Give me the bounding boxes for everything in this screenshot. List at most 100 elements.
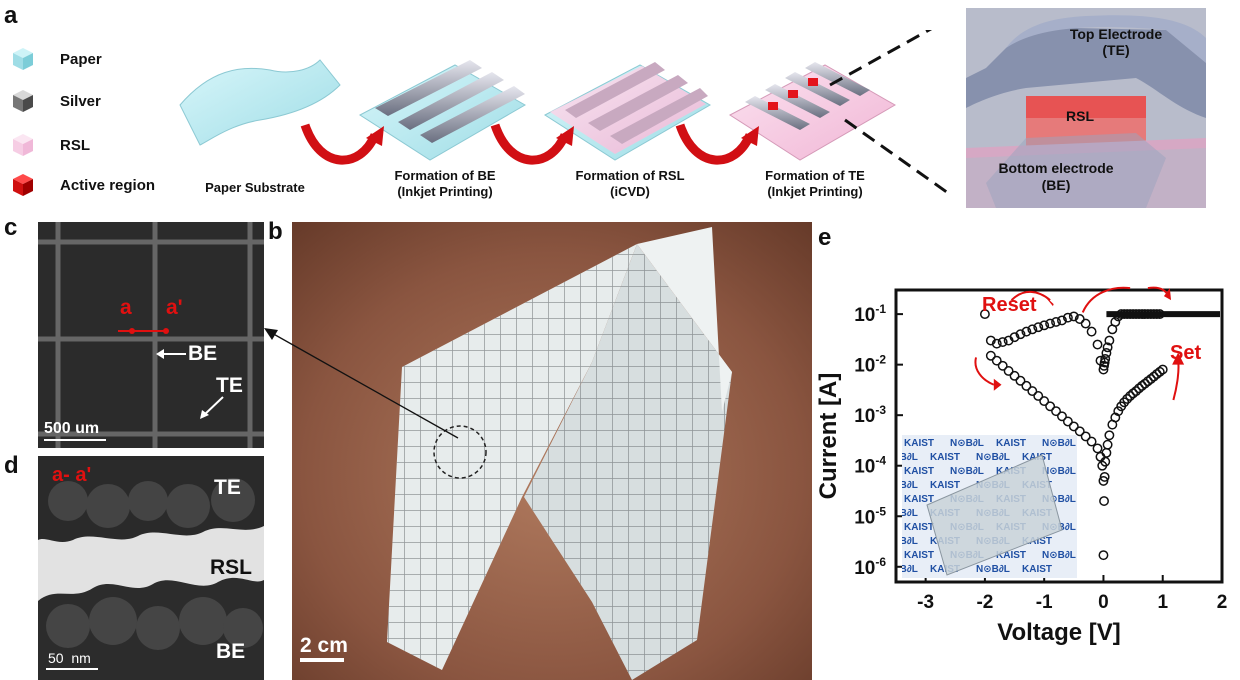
data-point xyxy=(1068,421,1079,432)
data-point xyxy=(1057,315,1067,326)
data-point xyxy=(1027,386,1038,397)
iv-chart-svg: -3 -2 -1 0 1 2 10-6 10-5 10-4 10-3 10-2 10-1 Voltage… xyxy=(815,286,1228,646)
data-point xyxy=(1027,324,1038,335)
step-line: Paper Substrate xyxy=(205,180,305,195)
data-point xyxy=(1045,318,1056,329)
data-point xyxy=(1137,380,1147,391)
data-point xyxy=(1003,335,1014,346)
te-label-line: Top Electrode xyxy=(1069,26,1163,42)
data-point xyxy=(1125,391,1136,401)
y-tick-label: 10-2 xyxy=(854,353,886,377)
arrow-set-head xyxy=(1172,352,1185,365)
scale-bar-label: 500 um xyxy=(44,420,100,437)
be-label-line: (BE) xyxy=(1041,177,1071,193)
inset-word: KAIST xyxy=(930,480,960,491)
arrow-top-right-2-head xyxy=(1163,288,1172,301)
data-point xyxy=(1097,460,1108,471)
data-point xyxy=(1098,364,1109,375)
data-point xyxy=(1099,496,1109,506)
data-point xyxy=(1102,342,1113,353)
sem-image-panel-c: a a' BE TE 500 um xyxy=(38,222,264,448)
y-tick-label: 10-5 xyxy=(854,504,886,528)
section-label: a- a' xyxy=(52,464,92,486)
arrow-reset-top-head xyxy=(1042,294,1054,307)
inset-word: KAIST xyxy=(904,466,934,477)
data-point xyxy=(1057,411,1067,422)
y-tick-label: 10-6 xyxy=(854,555,886,579)
data-point xyxy=(991,338,1002,349)
tem-cross-section-drawing xyxy=(38,456,264,680)
panel-a-label: a xyxy=(4,2,18,29)
inset-word: KAIST xyxy=(1022,536,1052,547)
data-point xyxy=(979,309,990,320)
data-point xyxy=(985,350,996,361)
step-line: Formation of BE xyxy=(394,168,496,183)
inset-word: KAIST xyxy=(904,522,934,533)
tem-be-label: BE xyxy=(216,640,246,663)
tem-te-label: TE xyxy=(214,476,241,499)
data-point xyxy=(1101,348,1112,358)
connector-arrow xyxy=(264,328,459,439)
data-point xyxy=(1039,396,1050,407)
data-point xyxy=(1157,364,1168,375)
arrow-set xyxy=(1172,360,1180,401)
cut-mark-a: a xyxy=(120,296,132,319)
data-point xyxy=(1095,451,1106,462)
data-point xyxy=(997,337,1008,347)
inset-word: N⊙B∂L xyxy=(902,508,918,519)
data-point xyxy=(1086,436,1097,447)
data-point xyxy=(1154,366,1165,377)
panel-c-label: c xyxy=(4,214,18,241)
y-tick-label: 10-3 xyxy=(854,403,886,427)
data-point xyxy=(1009,370,1020,381)
tem-rsl-label: RSL xyxy=(210,556,252,579)
step-line: (Inkjet Printing) xyxy=(767,184,863,199)
reset-annotation: Reset xyxy=(982,294,1037,316)
data-point xyxy=(1095,355,1106,366)
te-label: Top Electrode (TE) xyxy=(1041,26,1191,58)
data-point xyxy=(1139,378,1150,389)
inset-word: N⊙B∂L xyxy=(976,564,1010,575)
arrow-top-right xyxy=(1081,286,1131,313)
inset-word: KAIST xyxy=(930,452,960,463)
data-point xyxy=(985,335,996,346)
data-point xyxy=(1021,326,1032,337)
panel-e-label: e xyxy=(818,224,832,251)
inset-word: KAIST xyxy=(1022,564,1052,575)
plot-frame xyxy=(894,288,1224,584)
tem-image-panel-d: a- a' TE RSL BE 50 nm xyxy=(38,456,264,680)
inset-word: N⊙B∂L xyxy=(902,536,918,547)
data-point xyxy=(1148,371,1159,382)
x-tick-label: -1 xyxy=(1036,592,1053,613)
cut-mark-a-prime: a' xyxy=(166,296,183,319)
panel-b-label: b xyxy=(268,218,283,245)
rsl-stage-illustration xyxy=(544,62,712,161)
inset-word: N⊙B∂L xyxy=(902,564,918,575)
x-tick-label: 1 xyxy=(1157,592,1168,613)
data-point xyxy=(1015,375,1026,386)
photo-scale-label: 2 cm xyxy=(300,634,348,657)
tem-scale-label: 50 nm xyxy=(48,650,91,666)
legend-label: Silver xyxy=(60,93,101,110)
rsl-cube-icon xyxy=(13,134,33,156)
data-point xyxy=(1092,443,1103,454)
x-tick-label: 2 xyxy=(1217,592,1228,613)
be-annotation: BE xyxy=(188,342,218,365)
y-tick-label: 10-1 xyxy=(854,302,886,326)
data-point xyxy=(1098,550,1109,561)
inset-word: N⊙B∂L xyxy=(950,438,984,449)
x-tick-label: 0 xyxy=(1098,592,1109,613)
inset-word: N⊙B∂L xyxy=(902,480,918,491)
process-arrow-1 xyxy=(300,123,384,165)
process-arrow-3 xyxy=(675,123,759,165)
device-cross-section: Top Electrode (TE) RSL Bottom electrode … xyxy=(966,8,1206,208)
step-label-rsl: Formation of RSL (iCVD) xyxy=(550,168,710,200)
data-point xyxy=(1101,447,1112,458)
data-point xyxy=(1104,430,1115,441)
inset-word: KAIST xyxy=(904,494,934,505)
data-point xyxy=(1122,393,1133,404)
data-point xyxy=(1003,366,1014,376)
data-point xyxy=(1015,329,1026,340)
data-point xyxy=(1128,388,1139,399)
paper-cube-icon xyxy=(13,48,33,70)
